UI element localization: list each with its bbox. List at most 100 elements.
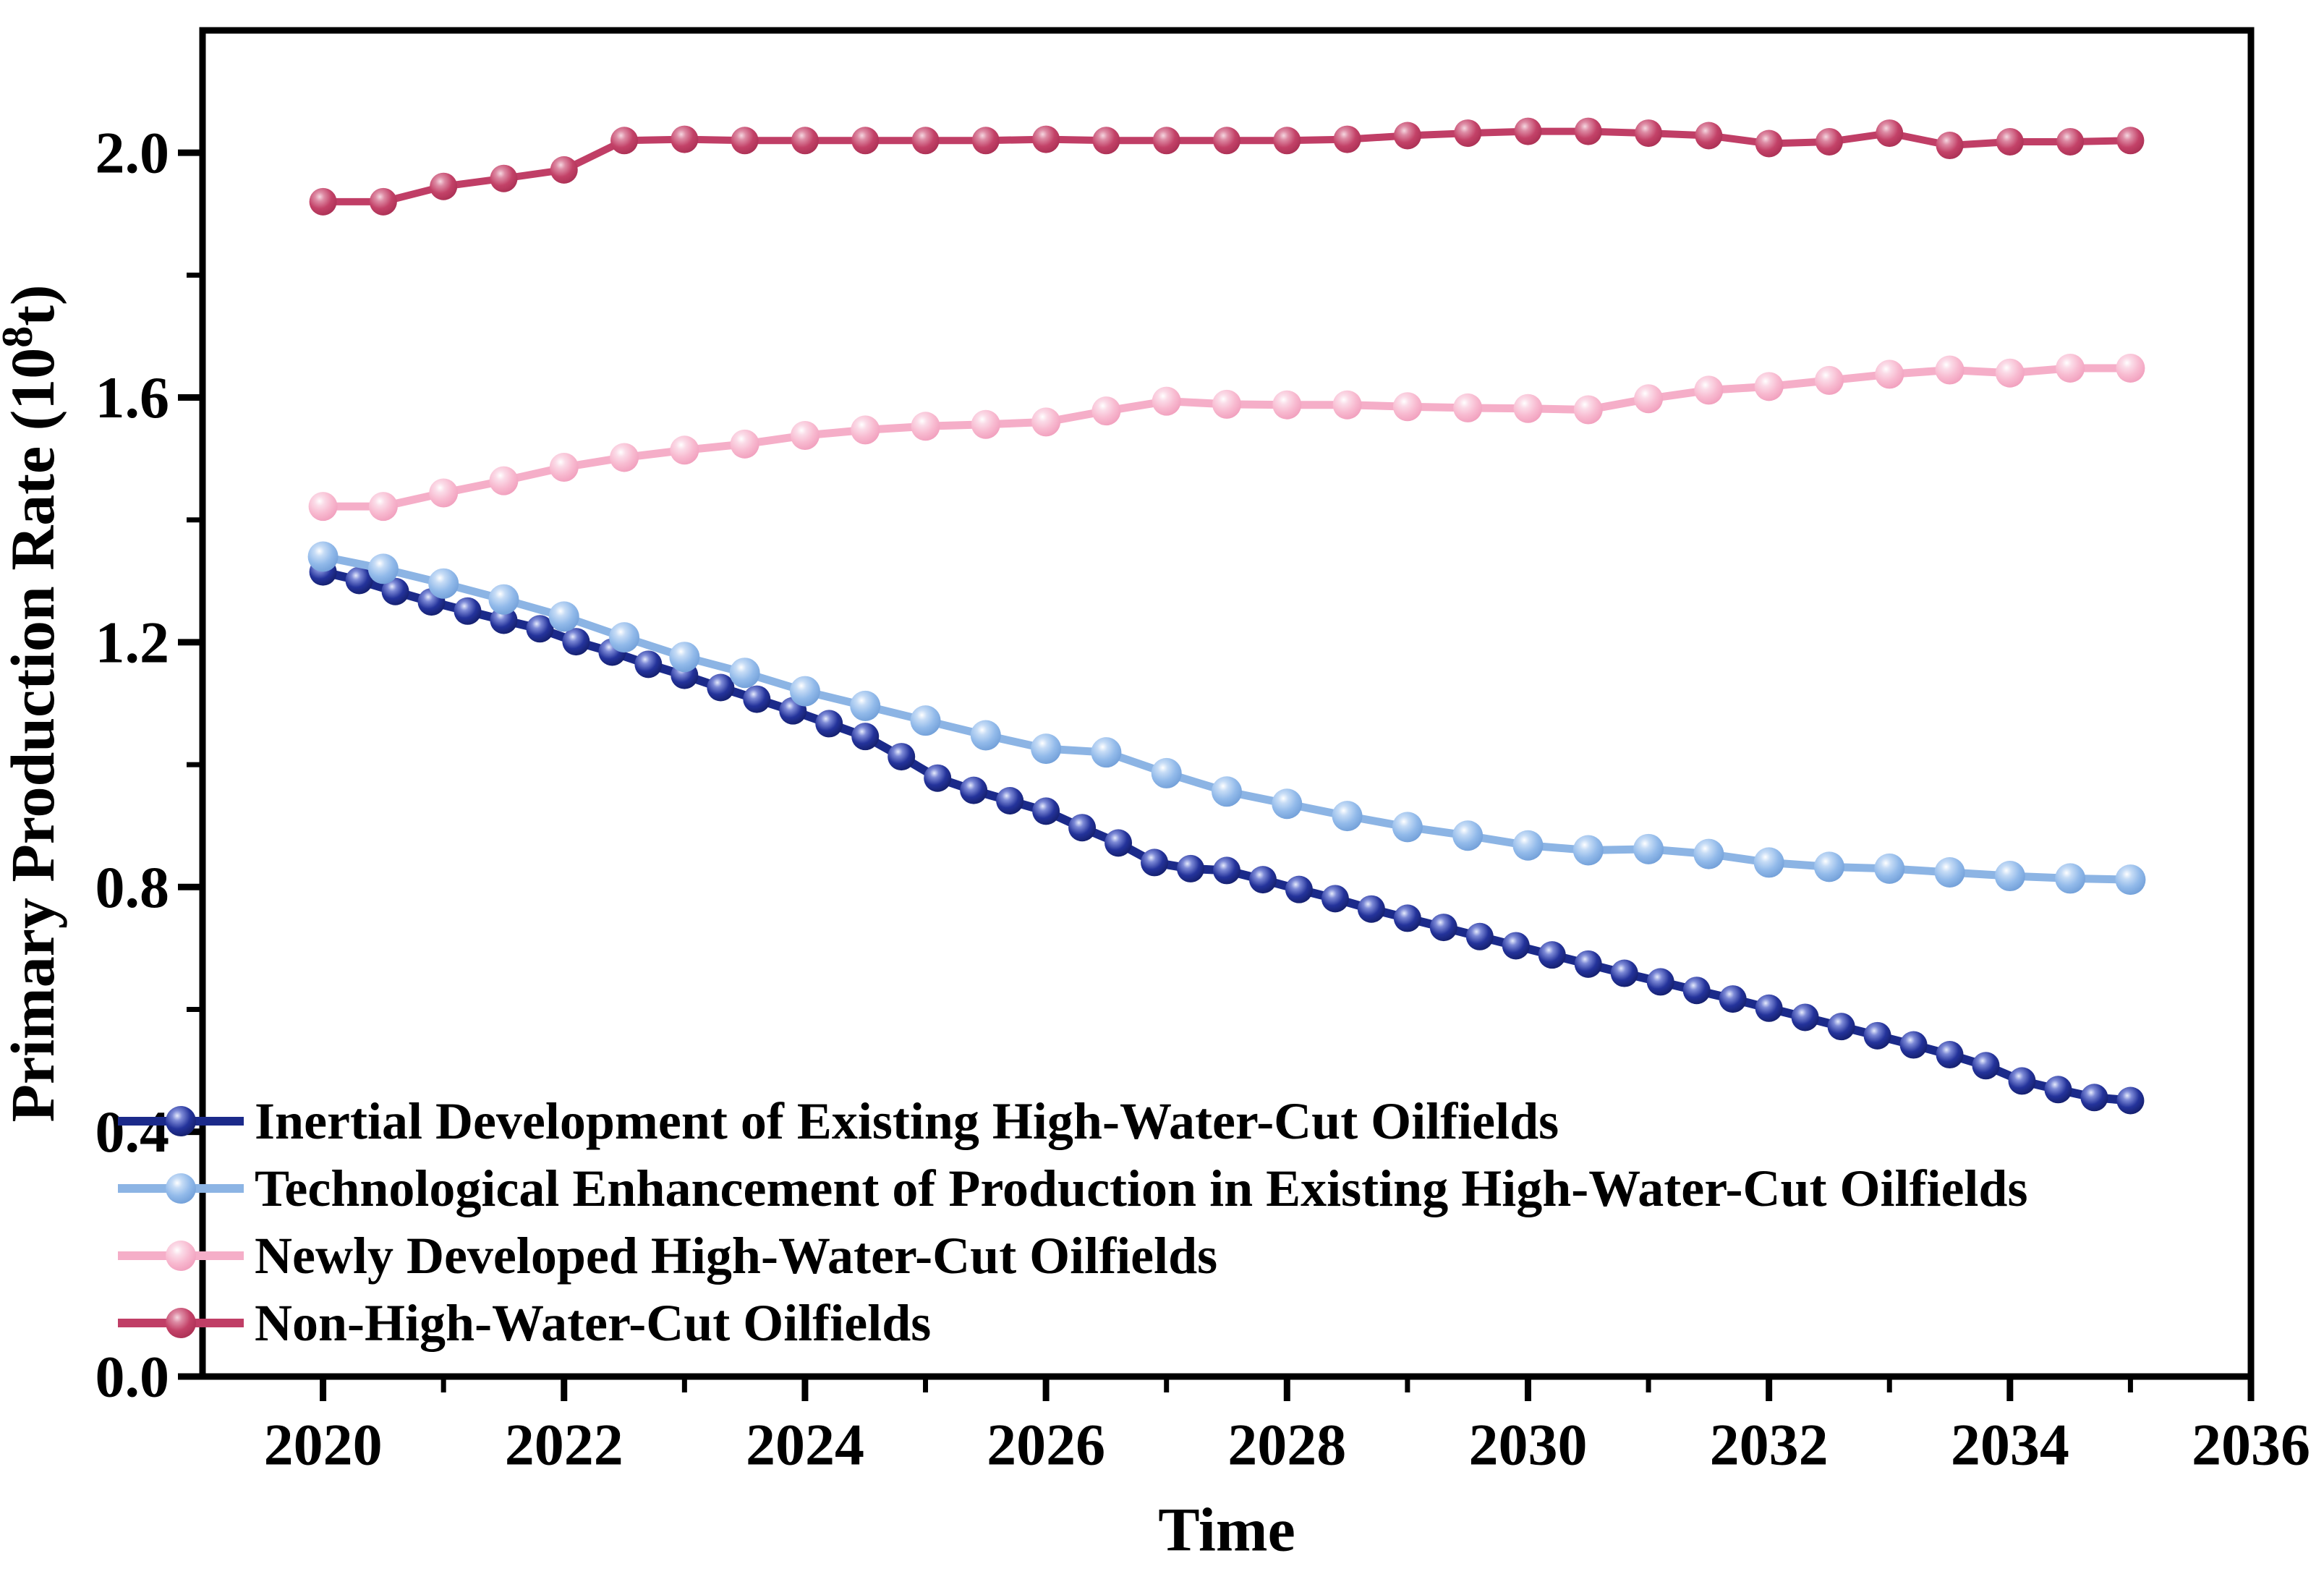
plot-border: [199, 27, 2255, 1380]
data-point: [1285, 875, 1313, 903]
data-point: [670, 435, 699, 465]
data-point: [911, 127, 940, 155]
data-point: [1357, 895, 1385, 923]
data-point: [1815, 127, 1843, 156]
y-tick-label: 1.6: [95, 365, 170, 430]
data-point: [2116, 1086, 2145, 1115]
data-point: [490, 164, 518, 192]
data-point: [1272, 390, 1302, 420]
series-4: [309, 117, 2145, 216]
y-tick-label: 2.0: [95, 120, 170, 186]
data-point: [2116, 127, 2145, 155]
data-point: [851, 415, 880, 445]
data-point: [1874, 853, 1905, 884]
data-point: [1791, 1003, 1819, 1031]
data-point: [489, 466, 519, 495]
data-point: [1392, 812, 1423, 843]
data-point: [1212, 389, 1241, 419]
data-point: [1091, 737, 1122, 768]
data-point: [548, 601, 579, 632]
data-point: [888, 743, 916, 771]
data-point: [1031, 733, 1062, 765]
x-tick-label: 2022: [505, 1411, 623, 1477]
data-point: [1996, 127, 2024, 156]
x-tick-label: 2024: [746, 1411, 864, 1477]
series-1: [309, 558, 2145, 1115]
data-point: [971, 409, 1000, 439]
data-point: [1936, 1041, 1964, 1069]
data-point: [2116, 353, 2145, 383]
data-point: [850, 690, 881, 721]
data-point: [1573, 395, 1603, 425]
x-tick-label: 2032: [1710, 1411, 1829, 1477]
data-point: [911, 412, 940, 441]
data-point: [1248, 866, 1277, 894]
x-tick-label: 2026: [987, 1411, 1105, 1477]
data-point: [1635, 119, 1663, 148]
data-point: [610, 127, 639, 155]
data-point: [2055, 863, 2086, 894]
data-point: [1091, 396, 1121, 426]
data-point: [1755, 129, 1783, 158]
data-point: [1972, 1052, 2000, 1080]
data-point: [1936, 132, 1964, 160]
data-point: [1321, 885, 1349, 913]
data-point: [1693, 838, 1724, 869]
y-tick-label: 0.4: [95, 1099, 170, 1165]
data-point: [1935, 355, 1965, 385]
data-point: [1068, 814, 1097, 842]
data-point: [1212, 776, 1242, 807]
data-point: [1141, 848, 1169, 877]
data-point: [1646, 968, 1674, 996]
legend-item: Non-High-Water-Cut Oilfields: [118, 1294, 931, 1352]
data-point: [1633, 833, 1664, 864]
x-tick-label: 2020: [264, 1411, 383, 1477]
data-point: [1875, 360, 1904, 389]
data-point: [2056, 353, 2085, 383]
data-point: [1152, 127, 1180, 155]
y-tick-label: 0.0: [95, 1344, 170, 1410]
data-point: [1513, 394, 1543, 423]
data-point: [1151, 757, 1182, 788]
data-point: [308, 492, 338, 522]
data-point: [960, 776, 988, 804]
legend-marker-sphere: [166, 1241, 196, 1271]
data-point: [789, 676, 820, 707]
data-point: [1813, 851, 1844, 882]
data-point: [730, 429, 759, 459]
data-point: [1574, 117, 1602, 145]
y-tick-label: 0.8: [95, 854, 170, 920]
data-point: [1333, 125, 1361, 153]
data-point: [1934, 856, 1965, 888]
data-point: [1453, 393, 1483, 422]
data-point: [562, 628, 590, 656]
data-point: [1994, 861, 2025, 892]
series-3: [308, 353, 2145, 522]
data-point: [1465, 922, 1494, 950]
data-point: [2080, 1084, 2108, 1112]
data-point: [1719, 985, 1747, 1013]
data-point: [1092, 127, 1120, 155]
data-point: [743, 685, 771, 713]
data-point: [1682, 977, 1711, 1005]
data-point: [1177, 854, 1205, 882]
data-point: [1514, 117, 1542, 145]
data-point: [429, 478, 459, 508]
data-point: [669, 642, 700, 673]
series-2: [307, 541, 2146, 896]
legend-label: Non-High-Water-Cut Oilfields: [255, 1294, 931, 1352]
data-point: [610, 443, 639, 472]
data-point: [1502, 932, 1530, 960]
x-tick-label: 2036: [2192, 1411, 2310, 1477]
data-point: [549, 452, 579, 482]
data-point: [1572, 835, 1604, 866]
data-point: [791, 127, 819, 155]
data-point: [1538, 941, 1566, 969]
data-point: [1610, 959, 1638, 987]
data-point: [2056, 127, 2085, 156]
data-point: [1393, 122, 1421, 150]
data-point: [1574, 950, 1602, 978]
y-tick-label: 1.2: [95, 609, 170, 675]
data-point: [2008, 1067, 2036, 1095]
data-point: [368, 492, 398, 522]
